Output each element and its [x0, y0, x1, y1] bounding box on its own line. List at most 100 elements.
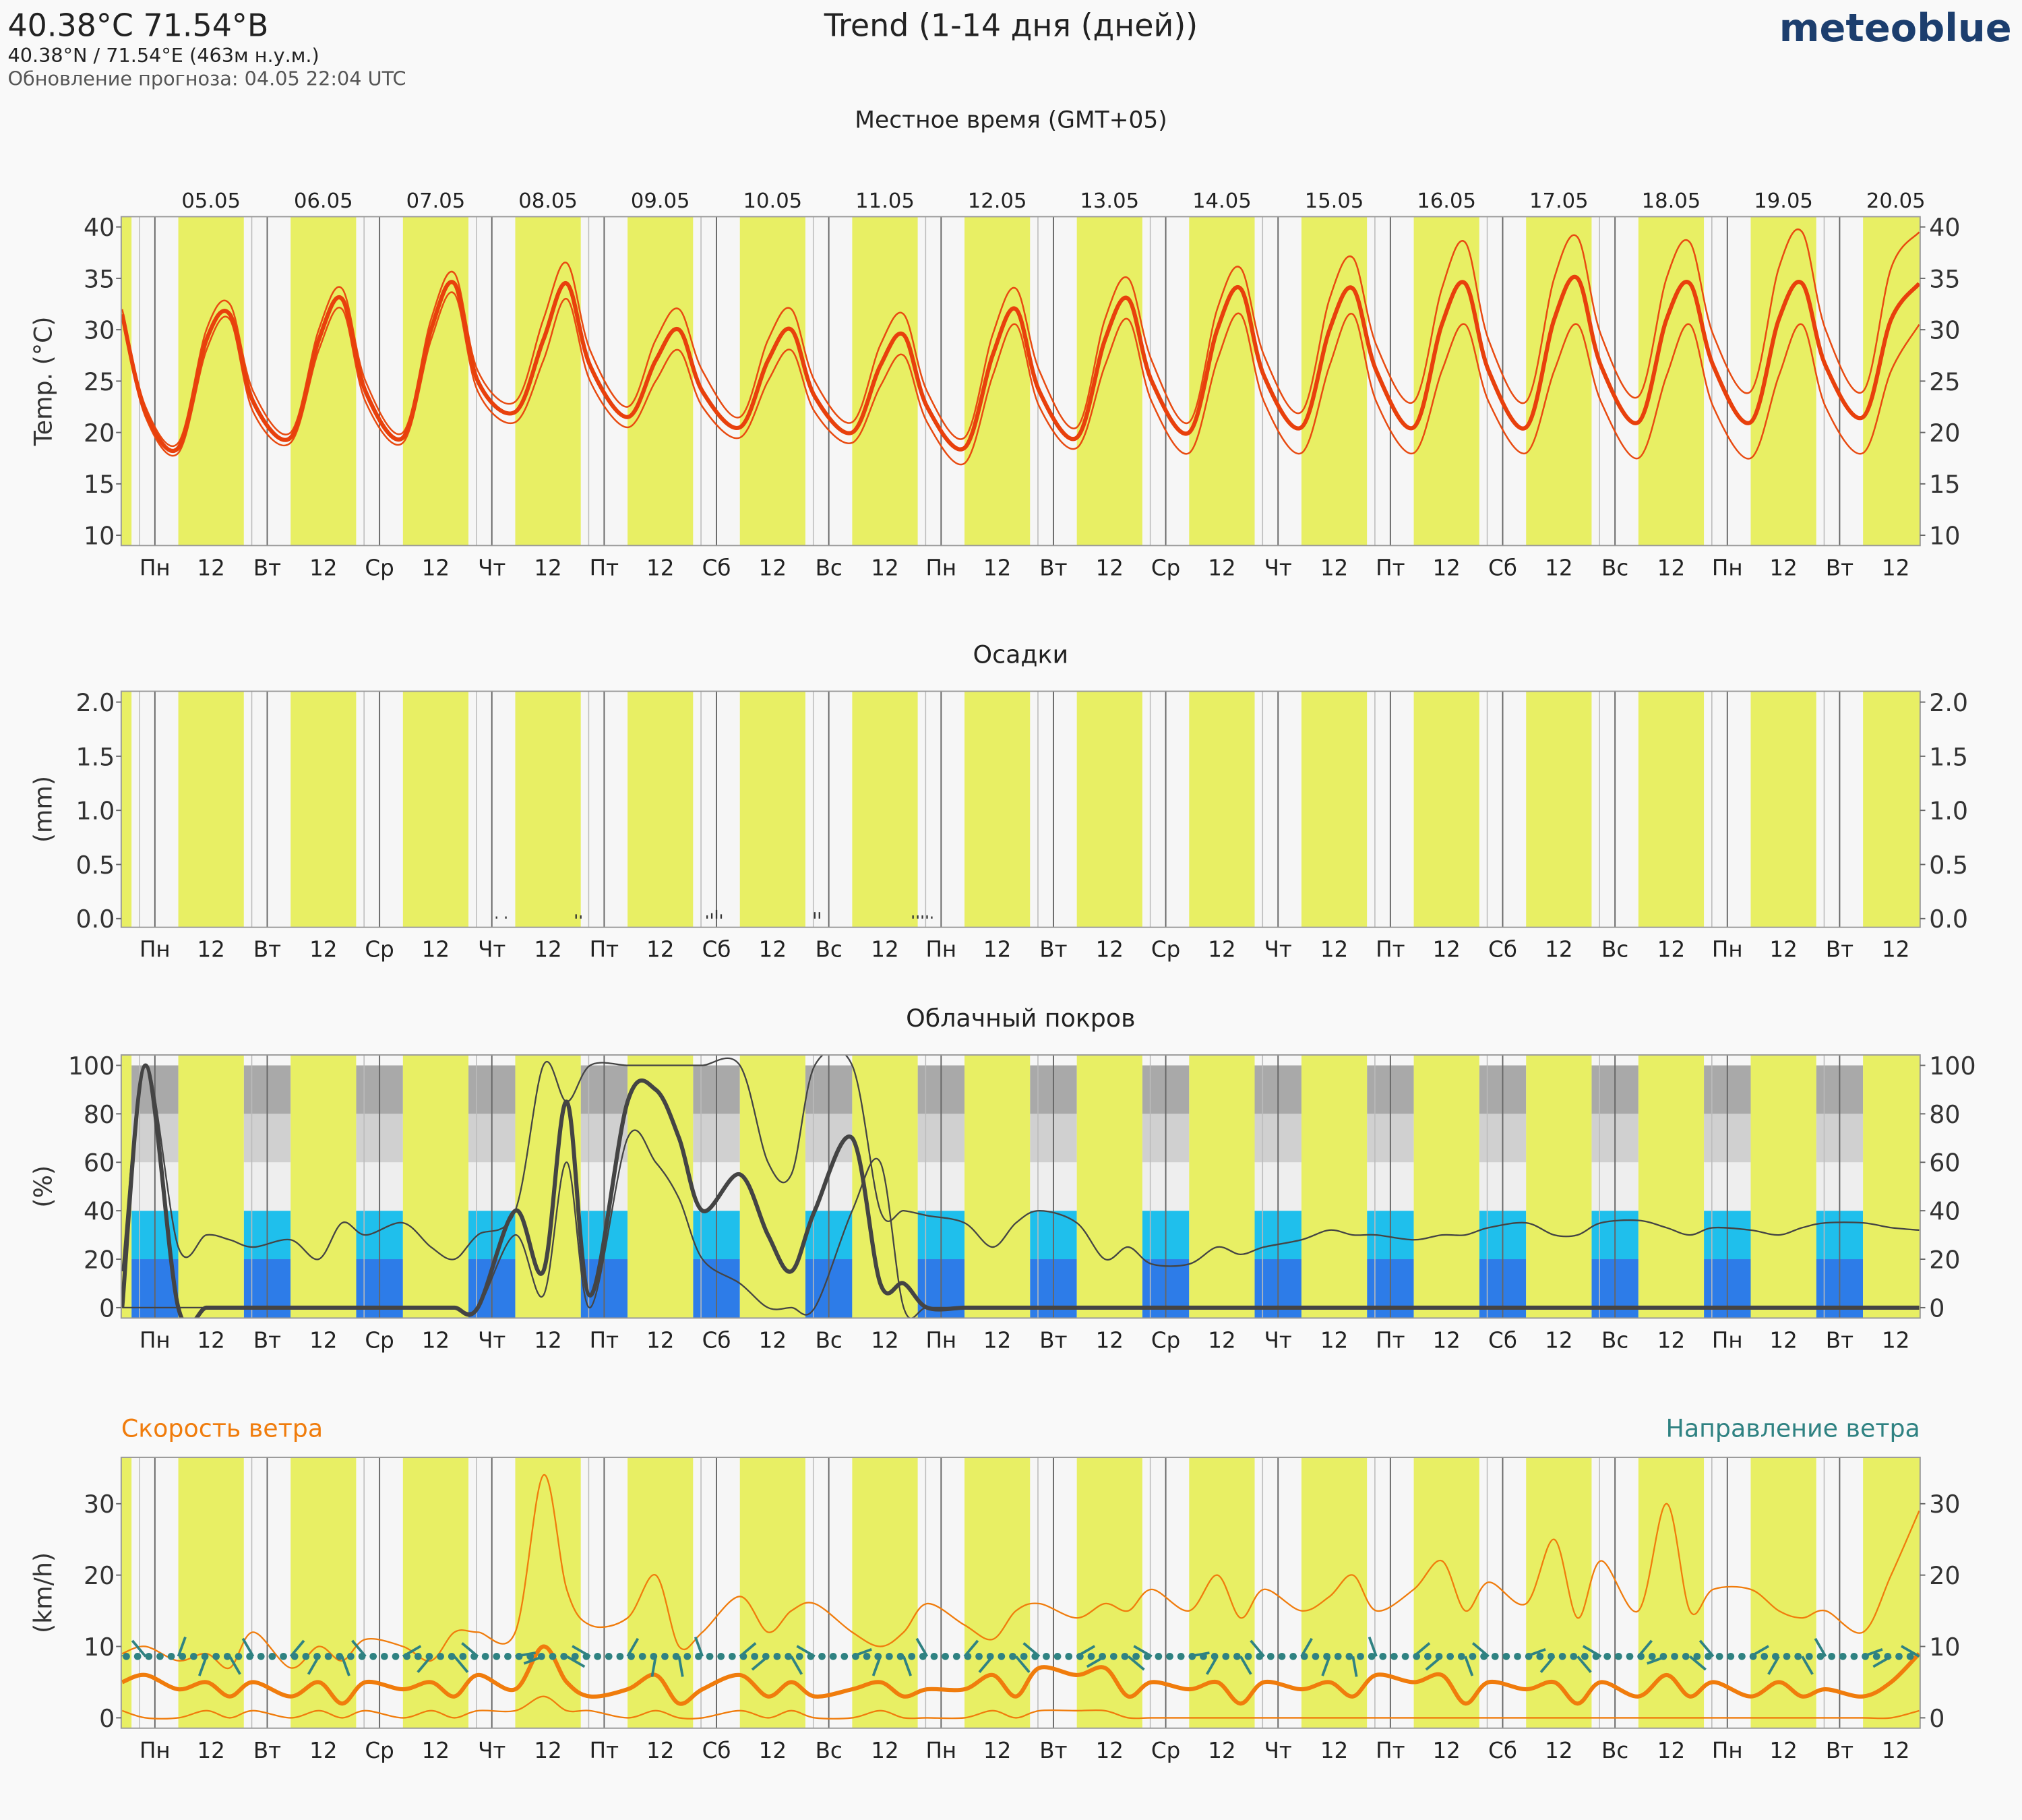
y-tick-label: 1.0	[75, 797, 115, 826]
direction-row-dot	[1211, 1652, 1219, 1660]
x-tick-label: Чт	[478, 555, 506, 580]
precip-bar	[580, 915, 582, 919]
daylight-band	[1750, 1457, 1816, 1728]
x-tick-label: Ср	[365, 937, 394, 963]
direction-row-dot	[886, 1652, 893, 1660]
direction-row-dot	[358, 1652, 366, 1660]
direction-row-dot	[459, 1652, 467, 1660]
direction-row-dot	[133, 1652, 142, 1660]
x-tick-label: 12	[1769, 555, 1797, 580]
x-tick-label: 12	[983, 937, 1011, 963]
daylight-band	[1189, 691, 1255, 928]
x-tick-label: 12	[197, 1738, 224, 1763]
direction-row-dot	[1222, 1652, 1230, 1660]
x-tick-label: Вт	[1039, 1738, 1067, 1763]
x-tick-label: Вт	[1039, 555, 1067, 580]
precip-bar	[921, 915, 923, 919]
date-label: 17.05	[1529, 189, 1589, 213]
x-tick-label: 12	[871, 937, 898, 963]
daylight-band	[1863, 216, 1920, 546]
x-tick-label: 12	[646, 555, 674, 580]
direction-row-dot	[1200, 1652, 1207, 1660]
wind-direction-barb	[1014, 1656, 1031, 1673]
direction-row-dot	[683, 1652, 692, 1660]
x-tick-label: 12	[1208, 555, 1235, 580]
direction-row-dot	[773, 1652, 781, 1660]
x-tick-label: 12	[1769, 1327, 1797, 1353]
x-tick-label: Пт	[590, 937, 619, 963]
direction-row-dot	[1424, 1652, 1432, 1660]
y-tick-label-right: 10	[1929, 1633, 1960, 1662]
direction-row-dot	[1536, 1652, 1544, 1660]
x-tick-label: Чт	[478, 1738, 506, 1763]
direction-row-dot	[751, 1652, 758, 1660]
direction-row-dot	[975, 1652, 983, 1660]
y-tick-label-right: 25	[1929, 367, 1960, 396]
plot-area	[121, 216, 1920, 546]
x-tick-label: 12	[1545, 1738, 1572, 1763]
x-tick-label: Чт	[478, 1327, 506, 1353]
direction-row-dot	[1256, 1652, 1264, 1660]
x-tick-label: 12	[534, 1327, 561, 1353]
x-tick-label: 12	[534, 937, 561, 963]
direction-row-dot	[1794, 1652, 1802, 1660]
direction-row-dot	[1648, 1652, 1656, 1660]
x-tick-label: Пт	[1376, 555, 1405, 580]
date-label: 12.05	[968, 189, 1027, 213]
x-tick-label: 12	[1769, 1738, 1797, 1763]
date-label: 06.05	[294, 189, 353, 213]
date-label: 16.05	[1417, 189, 1476, 213]
date-label: 18.05	[1642, 189, 1701, 213]
x-tick-label: 12	[309, 1327, 337, 1353]
direction-row-dot	[1760, 1652, 1769, 1660]
y-tick-label-right: 30	[1929, 1490, 1960, 1519]
direction-row-dot	[739, 1652, 747, 1660]
direction-row-dot	[190, 1652, 197, 1660]
wind-direction-barb	[694, 1636, 704, 1657]
daylight-band	[964, 216, 1031, 546]
x-tick-label: Чт	[1264, 555, 1292, 580]
wind-direction-barb	[565, 1655, 586, 1668]
x-tick-label: 12	[1320, 1738, 1348, 1763]
coordinates: 40.38°N / 71.54°E (463м н.у.м.)	[7, 44, 319, 67]
y-tick-label: 0.0	[75, 905, 115, 934]
daylight-band	[1638, 691, 1705, 928]
direction-row-dot	[627, 1652, 635, 1660]
wind-direction-barb	[453, 1656, 469, 1673]
x-tick-label: Сб	[1488, 937, 1517, 963]
title: Trend (1-14 дня (дней))	[824, 7, 1198, 44]
wind-direction-barb	[1698, 1639, 1715, 1658]
precip-bar	[926, 915, 928, 919]
x-tick-label: 12	[983, 555, 1011, 580]
x-tick-label: Пн	[1712, 1738, 1743, 1763]
direction-row-dot	[1166, 1652, 1173, 1660]
precip-bar	[495, 916, 497, 919]
y-tick-label-right: 10	[1929, 521, 1960, 550]
daylight-band	[1863, 691, 1920, 928]
precip-bar	[818, 912, 820, 919]
x-tick-label: Сб	[1488, 555, 1517, 580]
direction-row-dot	[605, 1652, 613, 1660]
x-tick-label: 12	[759, 1327, 787, 1353]
x-tick-label: 12	[1208, 1738, 1235, 1763]
daylight-band	[1189, 1055, 1255, 1318]
direction-row-dot	[223, 1652, 231, 1660]
direction-row-dot	[1906, 1652, 1914, 1660]
direction-row-dot	[1603, 1652, 1612, 1660]
daylight-band	[1076, 216, 1142, 546]
daylight-band	[121, 216, 132, 546]
y-tick-label: 15	[84, 470, 115, 499]
direction-row-dot	[380, 1652, 388, 1660]
direction-row-dot	[201, 1652, 209, 1660]
direction-row-dot	[829, 1652, 837, 1660]
daylight-band	[402, 691, 469, 928]
daylight-band	[739, 216, 805, 546]
direction-row-dot	[1132, 1652, 1140, 1660]
series-line	[121, 1644, 1920, 1706]
direction-row-dot	[302, 1652, 310, 1660]
y-tick-label-right: 1.5	[1929, 742, 1968, 771]
direction-row-dot	[594, 1652, 601, 1660]
direction-row-dot	[504, 1652, 512, 1660]
direction-row-dot	[1076, 1652, 1084, 1660]
direction-row-dot	[1727, 1652, 1735, 1660]
